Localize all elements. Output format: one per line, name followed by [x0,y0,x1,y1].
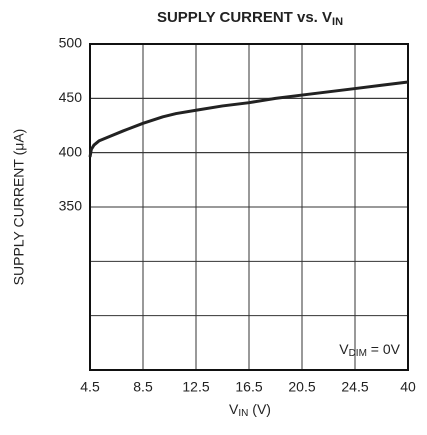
annotation-sub: DIM [349,348,367,359]
annotation-main: V [339,341,349,357]
x-tick-label: 16.5 [235,379,262,395]
x-tick-label: 8.5 [133,379,153,395]
title-main: SUPPLY CURRENT vs. V [157,9,332,26]
y-tick-label: 400 [59,143,83,159]
x-tick-label: 40 [400,379,416,395]
x-axis-label: VIN (V) [229,401,271,419]
x-label-main: V [229,401,239,417]
data-line [88,80,409,158]
annotation: VDIM = 0V [339,341,400,359]
y-axis-label: SUPPLY CURRENT (μA) [11,129,27,286]
chart-title: SUPPLY CURRENT vs. VIN [157,9,343,28]
annotation-tail: = 0V [367,341,401,357]
y-tick-label: 450 [59,89,83,105]
x-label-sub: IN [238,408,248,419]
y-tick-label: 500 [59,35,83,51]
title-sub: IN [332,16,343,28]
x-tick-label: 12.5 [182,379,209,395]
y-tick-label: 350 [59,198,83,214]
plot-frame [89,43,409,371]
x-label-tail: (V) [248,401,271,417]
x-tick-label: 20.5 [288,379,315,395]
x-tick-label: 24.5 [341,379,368,395]
x-tick-label: 4.5 [80,379,100,395]
